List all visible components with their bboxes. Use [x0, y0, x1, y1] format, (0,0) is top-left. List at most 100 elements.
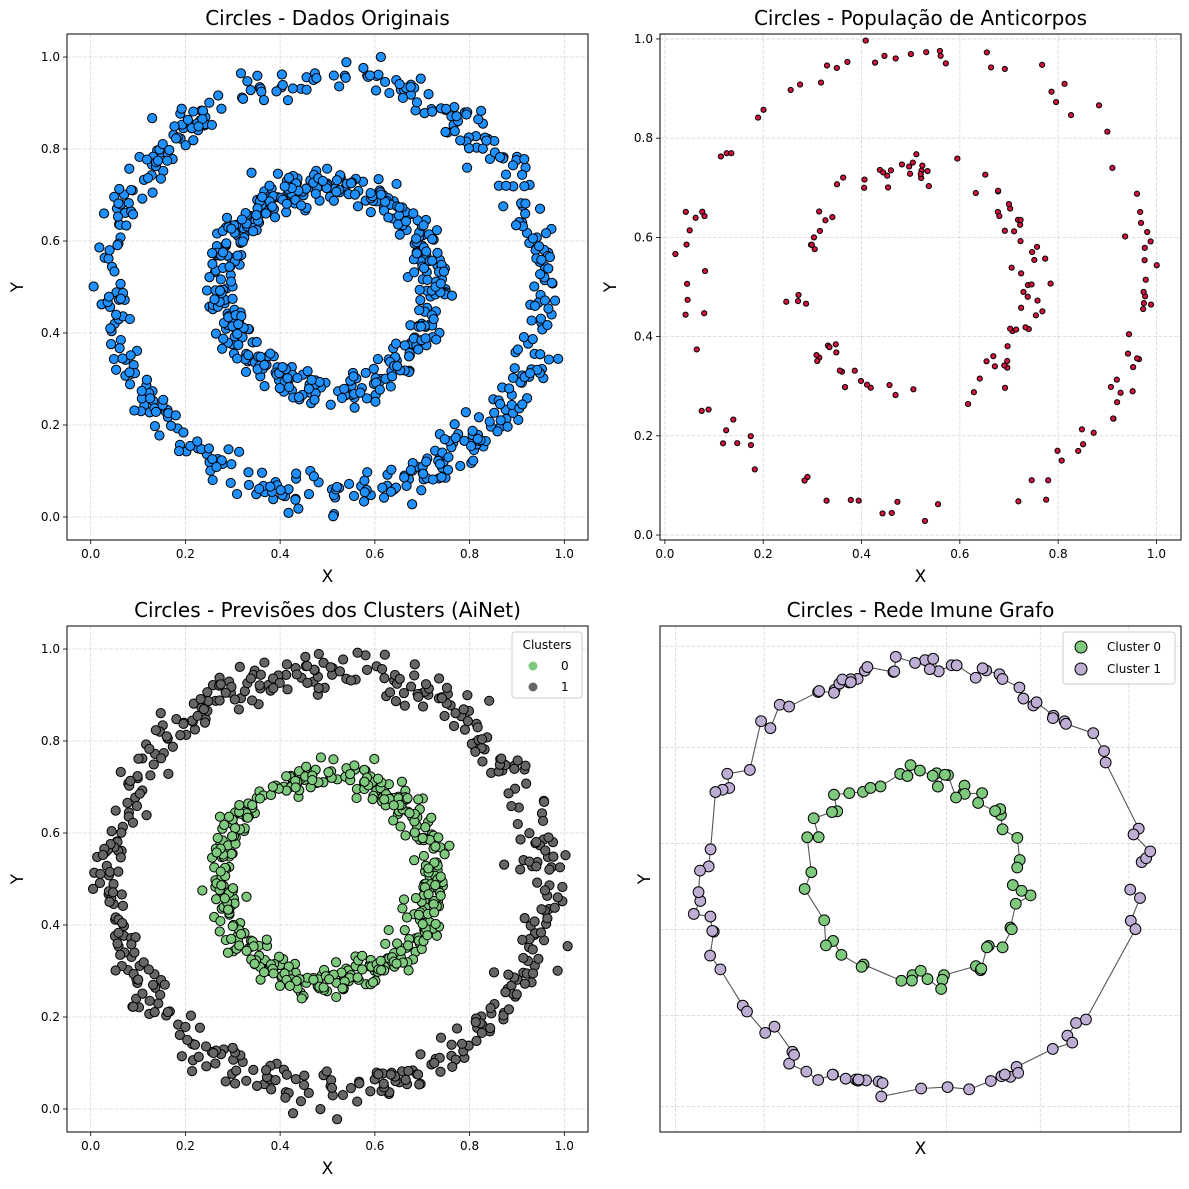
data-point: [210, 1058, 221, 1069]
data-point: [104, 245, 115, 256]
data-point: [155, 989, 166, 1000]
data-point: [760, 106, 767, 113]
data-point: [989, 805, 1001, 817]
data-point: [471, 1035, 482, 1047]
data-point: [257, 191, 268, 203]
data-point: [281, 198, 292, 209]
data-point: [1008, 264, 1015, 271]
data-point: [857, 377, 865, 385]
data-point: [303, 489, 315, 500]
data-point: [694, 864, 706, 877]
data-point: [714, 963, 727, 976]
data-point: [709, 786, 722, 798]
data-point: [223, 811, 235, 822]
data-point: [252, 70, 263, 81]
data-point: [413, 909, 424, 920]
data-point: [399, 925, 410, 936]
data-point: [1013, 681, 1026, 694]
data-point: [268, 968, 279, 979]
x-axis-label: X: [915, 567, 927, 587]
data-point: [509, 763, 520, 774]
data-point: [414, 284, 425, 295]
data-point: [254, 680, 265, 691]
y-tick-label: 1.0: [41, 50, 60, 64]
data-point: [451, 111, 462, 122]
y-tick-label: 0.8: [41, 734, 60, 748]
data-point: [411, 248, 422, 259]
data-point: [417, 833, 428, 844]
data-point: [152, 155, 164, 166]
data-point: [215, 679, 226, 690]
data-point: [684, 296, 691, 303]
data-point: [449, 101, 460, 113]
data-point: [348, 490, 360, 502]
data-point: [411, 97, 423, 108]
data-point: [117, 353, 128, 364]
data-point: [787, 86, 794, 94]
data-point: [220, 687, 231, 698]
data-point: [137, 988, 148, 999]
data-point: [462, 162, 473, 173]
data-point: [408, 208, 419, 219]
data-point: [418, 262, 430, 274]
data-point: [754, 114, 762, 121]
data-point: [273, 951, 285, 962]
data-point: [851, 367, 858, 374]
data-point: [539, 885, 551, 896]
data-point: [281, 1069, 292, 1080]
data-point: [394, 202, 405, 213]
data-point: [1005, 201, 1013, 208]
data-point: [251, 210, 262, 221]
data-point: [728, 150, 735, 157]
data-point: [495, 398, 506, 410]
data-point: [173, 445, 185, 457]
data-point: [439, 849, 450, 860]
data-point: [734, 440, 741, 447]
data-point: [1017, 216, 1024, 224]
data-point: [175, 730, 186, 741]
data-point: [265, 348, 276, 359]
data-point: [554, 862, 566, 873]
data-point: [207, 474, 218, 486]
data-point: [517, 399, 528, 410]
data-point: [188, 135, 199, 146]
data-point: [361, 393, 373, 404]
data-point: [839, 1072, 852, 1085]
data-point: [301, 761, 312, 772]
data-point: [245, 85, 256, 96]
data-point: [291, 468, 302, 479]
data-point: [322, 163, 333, 174]
data-point: [266, 1084, 277, 1095]
data-point: [400, 830, 411, 841]
data-point: [150, 406, 162, 417]
data-point: [887, 167, 895, 174]
data-point: [458, 704, 469, 715]
data-point: [426, 812, 437, 823]
data-point: [284, 980, 295, 991]
data-point: [1011, 228, 1018, 235]
axes-frame: [66, 33, 589, 541]
data-point: [418, 468, 429, 479]
data-point: [211, 894, 222, 905]
data-point: [496, 753, 507, 764]
data-point: [230, 1078, 241, 1089]
data-point: [544, 864, 555, 875]
data-point: [1011, 861, 1024, 874]
data-point: [234, 446, 245, 457]
data-point: [158, 394, 169, 405]
data-point: [292, 372, 303, 384]
data-point: [923, 49, 930, 56]
data-point: [114, 183, 125, 195]
data-point: [378, 492, 390, 503]
data-point: [148, 759, 159, 770]
data-point: [94, 242, 105, 253]
data-point: [391, 958, 402, 969]
data-point: [430, 880, 441, 891]
y-tick-label: 0.4: [41, 918, 60, 932]
data-point: [1031, 256, 1038, 264]
data-point: [349, 402, 360, 413]
data-point: [265, 481, 276, 492]
data-point: [826, 806, 838, 818]
data-point: [1007, 325, 1014, 332]
